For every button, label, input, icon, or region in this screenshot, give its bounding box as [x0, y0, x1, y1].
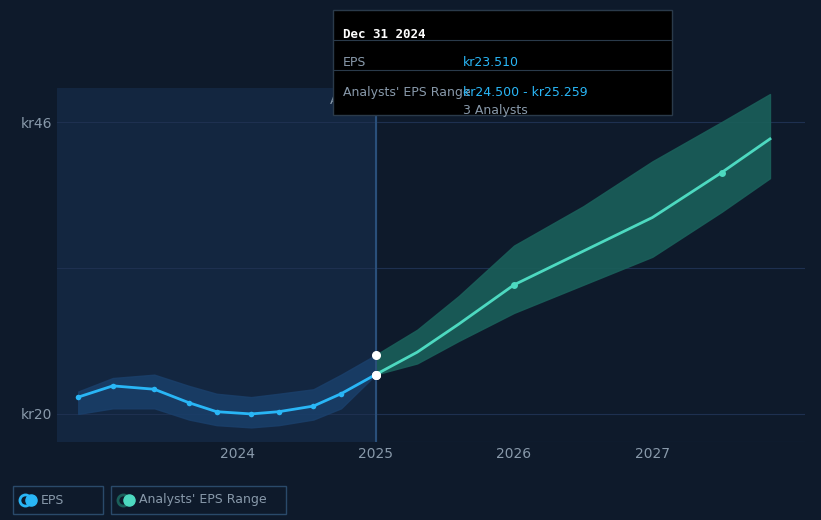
Text: Analysts' EPS Range: Analysts' EPS Range — [139, 493, 267, 506]
Text: 3 Analysts: 3 Analysts — [463, 104, 528, 117]
Bar — [333, 10, 672, 115]
Text: Dec 31 2024: Dec 31 2024 — [343, 28, 425, 41]
Bar — [111, 486, 286, 514]
Text: Actual: Actual — [329, 94, 369, 107]
Bar — [57, 88, 376, 442]
Bar — [13, 486, 103, 514]
Text: EPS: EPS — [343, 56, 366, 69]
Text: kr23.510: kr23.510 — [463, 56, 519, 69]
Text: Analysts Forecasts: Analysts Forecasts — [383, 94, 499, 107]
Text: kr24.500 - kr25.259: kr24.500 - kr25.259 — [463, 86, 588, 99]
Text: Analysts' EPS Range: Analysts' EPS Range — [343, 86, 470, 99]
Text: EPS: EPS — [41, 493, 64, 506]
